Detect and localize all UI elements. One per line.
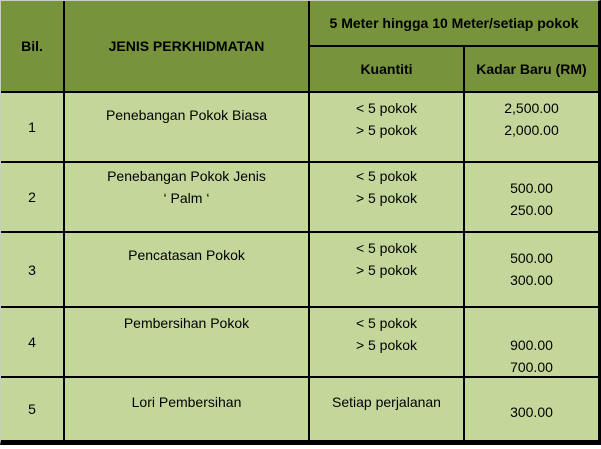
row-number-cell: 5: [1, 378, 65, 440]
service-cell: Pencatasan Pokok: [65, 233, 310, 308]
rate-line: 2,500.00: [504, 100, 559, 116]
rate-cell: 2,500.00 2,000.00: [465, 93, 598, 163]
quantity-line: < 5 pokok: [355, 240, 418, 256]
rate-line: 500.00: [510, 250, 553, 266]
row-number-cell: 3: [1, 233, 65, 308]
header-cell-merged-5-10-meter: 5 Meter hingga 10 Meter/setiap pokok: [310, 1, 598, 47]
quantity-line: < 5 pokok: [355, 168, 418, 184]
quantity-line: > 5 pokok: [355, 337, 418, 353]
quantity-line: > 5 pokok: [355, 190, 418, 206]
quantity-cell: < 5 pokok > 5 pokok: [310, 163, 465, 233]
quantity-cell: < 5 pokok > 5 pokok: [310, 308, 465, 378]
quantity-line: < 5 pokok: [355, 315, 418, 331]
rate-line: 500.00: [510, 180, 553, 196]
quantity-cell: < 5 pokok > 5 pokok: [310, 93, 465, 163]
rate-cell: 900.00 700.00: [465, 308, 598, 378]
service-line: Penebangan Pokok Biasa: [105, 107, 268, 123]
service-cell: Penebangan Pokok Jenis ‘ Palm ‘: [65, 163, 310, 233]
rate-line: 250.00: [510, 202, 553, 218]
rate-line: 300.00: [510, 272, 553, 288]
row-number-cell: 2: [1, 163, 65, 233]
quantity-line: > 5 pokok: [355, 122, 418, 138]
rate-cell: 500.00 300.00: [465, 233, 598, 308]
quantity-line: < 5 pokok: [355, 100, 418, 116]
row-number-cell: 4: [1, 308, 65, 378]
header-cell-jenis-perkhidmatan: JENIS PERKHIDMATAN: [65, 1, 310, 93]
service-line: Pembersihan Pokok: [123, 315, 250, 331]
service-line: Lori Pembersihan: [131, 394, 242, 410]
quantity-cell: Setiap perjalanan: [310, 378, 465, 440]
service-line: ‘ Palm ‘: [163, 190, 210, 206]
header-cell-kadar-baru: Kadar Baru (RM): [465, 47, 598, 93]
service-cell: Penebangan Pokok Biasa: [65, 93, 310, 163]
rate-line: 300.00: [510, 404, 553, 420]
service-cell: Pembersihan Pokok: [65, 308, 310, 378]
service-line: Penebangan Pokok Jenis: [107, 168, 266, 184]
rate-line: 900.00: [510, 337, 553, 353]
quantity-cell: < 5 pokok > 5 pokok: [310, 233, 465, 308]
rate-line: 700.00: [510, 359, 553, 375]
service-cell: Lori Pembersihan: [65, 378, 310, 440]
header-cell-kuantiti: Kuantiti: [310, 47, 465, 93]
rate-cell: 500.00 250.00: [465, 163, 598, 233]
quantity-line: > 5 pokok: [355, 262, 418, 278]
header-cell-bil: Bil.: [1, 1, 65, 93]
rate-line: 2,000.00: [504, 122, 559, 138]
row-number-cell: 1: [1, 93, 65, 163]
service-line: Pencatasan Pokok: [128, 247, 245, 263]
rate-cell: 300.00: [465, 378, 598, 440]
quantity-line: Setiap perjalanan: [332, 394, 441, 410]
